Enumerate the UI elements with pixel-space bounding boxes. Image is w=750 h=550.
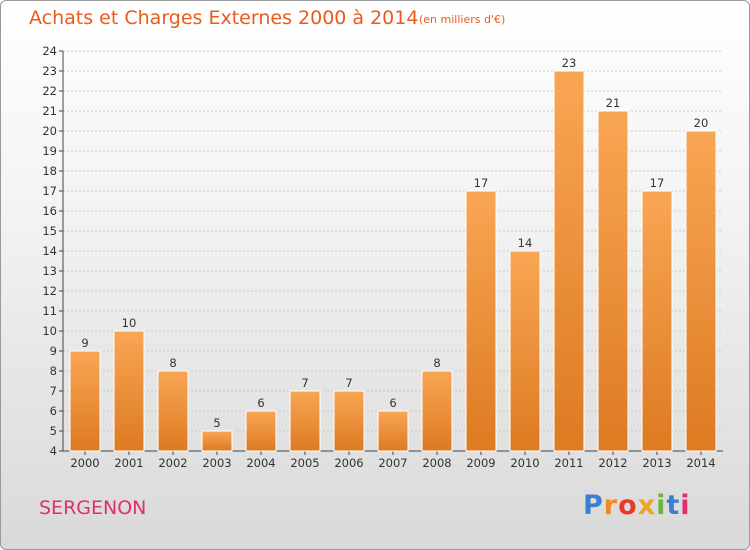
x-tick-label: 2005 (290, 456, 319, 470)
y-tick-label: 7 (50, 384, 57, 398)
logo-letter: i (680, 490, 691, 521)
bar-value-label: 5 (213, 416, 220, 430)
chart-title: Achats et Charges Externes 2000 à 2014 (29, 7, 419, 29)
logo-letter: i (656, 490, 667, 521)
bar-value-label: 10 (122, 316, 137, 330)
x-tick-label: 2000 (70, 456, 99, 470)
bar (421, 370, 453, 452)
x-tick-label: 2006 (334, 456, 363, 470)
logo-letter: o (618, 490, 638, 521)
logo-letter: r (603, 490, 619, 521)
bar-value-label: 9 (81, 336, 88, 350)
bar-value-label: 20 (694, 116, 709, 130)
y-tick-label: 5 (50, 424, 57, 438)
bar (69, 350, 101, 452)
bar (201, 430, 233, 452)
bar (641, 190, 673, 452)
x-tick-label: 2009 (466, 456, 495, 470)
x-tick-label: 2014 (686, 456, 715, 470)
y-tick-label: 4 (50, 444, 57, 458)
y-tick-label: 22 (42, 84, 57, 98)
bar-value-label: 8 (433, 356, 440, 370)
y-tick-label: 13 (42, 264, 57, 278)
y-tick-label: 19 (42, 144, 57, 158)
bar (289, 390, 321, 452)
chart-subtitle: (en milliers d'€) (419, 13, 506, 26)
y-tick-label: 14 (42, 244, 57, 258)
bar (685, 130, 717, 452)
x-tick-label: 2007 (378, 456, 407, 470)
y-tick-label: 16 (42, 204, 57, 218)
logo-letter: P (583, 490, 604, 521)
x-tick-label: 2001 (114, 456, 143, 470)
x-tick-label: 2011 (554, 456, 583, 470)
y-tick-label: 23 (42, 64, 57, 78)
bar (113, 330, 145, 452)
logo-letter: x (637, 490, 657, 521)
x-tick-label: 2012 (598, 456, 627, 470)
y-tick-label: 10 (42, 324, 57, 338)
x-tick-label: 2010 (510, 456, 539, 470)
bar-value-label: 7 (301, 376, 308, 390)
bar (597, 110, 629, 452)
y-tick-label: 6 (50, 404, 57, 418)
bar-value-label: 17 (474, 176, 489, 190)
bar-value-label: 7 (345, 376, 352, 390)
bar (465, 190, 497, 452)
bar-value-label: 21 (606, 96, 621, 110)
x-tick-label: 2004 (246, 456, 275, 470)
bar (245, 410, 277, 452)
y-tick-label: 21 (42, 104, 57, 118)
y-tick-label: 18 (42, 164, 57, 178)
bar (377, 410, 409, 452)
y-tick-label: 20 (42, 124, 57, 138)
bar (157, 370, 189, 452)
x-tick-label: 2002 (158, 456, 187, 470)
x-tick-label: 2008 (422, 456, 451, 470)
x-tick-label: 2003 (202, 456, 231, 470)
bar (333, 390, 365, 452)
logo-letter: t (666, 490, 681, 521)
y-tick-label: 8 (50, 364, 57, 378)
commune-name: SERGENON (39, 497, 147, 519)
y-tick-label: 9 (50, 344, 57, 358)
bar-value-label: 23 (562, 56, 577, 70)
proxiti-logo[interactable]: Proxiti (583, 490, 691, 521)
bar (553, 70, 585, 452)
y-tick-label: 24 (42, 44, 57, 58)
y-tick-label: 15 (42, 224, 57, 238)
bar-value-label: 14 (518, 236, 533, 250)
y-tick-label: 17 (42, 184, 57, 198)
bars (69, 70, 717, 452)
y-tick-label: 11 (42, 304, 57, 318)
y-tick-label: 12 (42, 284, 57, 298)
bar (509, 250, 541, 452)
x-tick-label: 2013 (642, 456, 671, 470)
bar-value-label: 8 (169, 356, 176, 370)
bar-value-label: 6 (257, 396, 264, 410)
bar-value-label: 6 (389, 396, 396, 410)
bar-value-label: 17 (650, 176, 665, 190)
labels: 9 10 8 5 6 7 7 6 8 17 14 23 21 17 20 (81, 56, 708, 430)
